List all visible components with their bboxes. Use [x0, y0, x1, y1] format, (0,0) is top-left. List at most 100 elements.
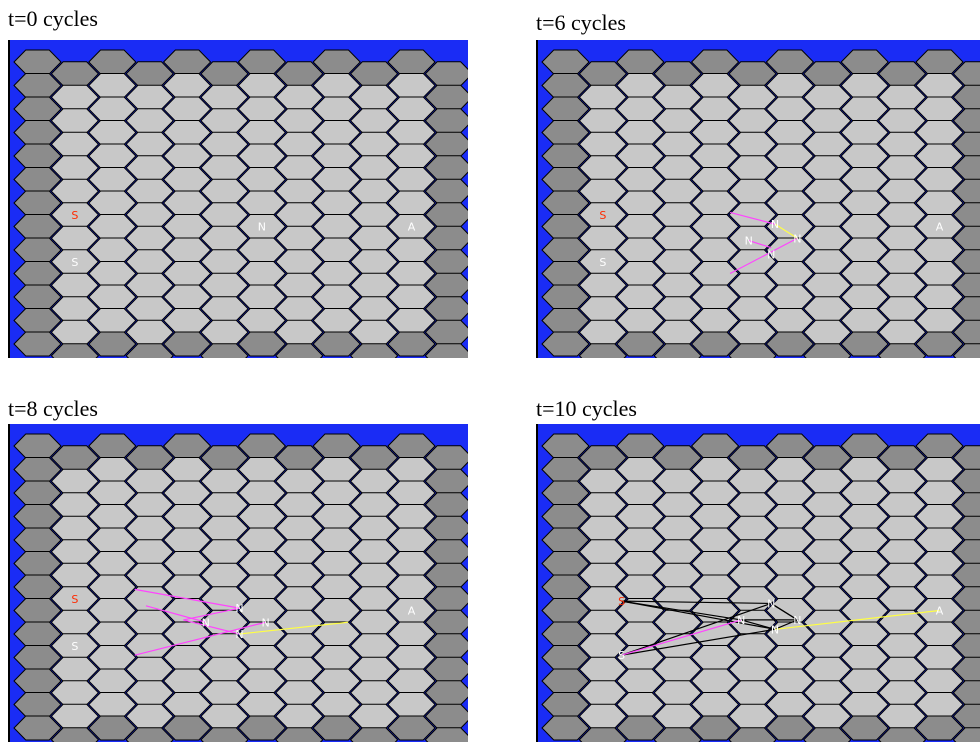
- route-line-magenta: [134, 588, 240, 635]
- node-label-n: N: [793, 614, 801, 627]
- node-label-n: N: [771, 218, 779, 231]
- node-label-s: S: [618, 595, 625, 608]
- hex-cell-border: [162, 715, 212, 741]
- node-label-n: N: [767, 249, 775, 262]
- node-label-s: S: [599, 256, 606, 269]
- hex-cell-border: [312, 331, 361, 357]
- hex-cell-border: [653, 727, 702, 742]
- node-label-n: N: [793, 232, 801, 245]
- route-line-magenta: [748, 240, 772, 249]
- hex-cells: [13, 49, 468, 358]
- route-line-yellow: [239, 621, 348, 635]
- hex-cell-border: [541, 715, 590, 741]
- hex-cell-border: [765, 715, 815, 741]
- hex-cell-border: [125, 343, 174, 358]
- hex-cell-border: [578, 343, 628, 358]
- hex-cell-border: [125, 727, 174, 742]
- frame-edge: [536, 424, 538, 742]
- node-label-s: S: [599, 209, 606, 222]
- node-label-n: N: [745, 235, 753, 248]
- route-line-magenta: [729, 211, 776, 225]
- hex-cell-border: [88, 331, 137, 357]
- hex-cell-border: [13, 715, 62, 741]
- route-line-magenta: [145, 605, 206, 623]
- hex-cells: [13, 433, 468, 742]
- hex-grid-t0: S S N A: [8, 40, 468, 358]
- hex-cell-border: [88, 715, 137, 741]
- hex-cells: [541, 433, 980, 742]
- hex-cell-border: [616, 715, 665, 741]
- hex-cell-border: [877, 727, 927, 742]
- hex-cell-border: [653, 343, 702, 358]
- hex-cell-border: [728, 727, 777, 742]
- hex-cell-border: [312, 715, 361, 741]
- hex-cell-border: [237, 331, 287, 357]
- route-line-magenta: [134, 621, 266, 656]
- node-label-n: N: [771, 623, 779, 636]
- hex-cell-border: [952, 343, 980, 358]
- node-label-s: S: [71, 593, 78, 606]
- node-label-n: N: [202, 616, 210, 629]
- node-label-n: N: [262, 616, 270, 629]
- hex-cell-border: [840, 331, 889, 357]
- hex-cell-border: [690, 331, 740, 357]
- hex-cell-border: [765, 331, 815, 357]
- route-line-black: [621, 600, 776, 630]
- hex-cell-border: [387, 331, 436, 357]
- hex-cell-border: [387, 715, 436, 741]
- panel-title-t10: t=10 cycles: [536, 396, 637, 421]
- hex-cell-border: [915, 331, 964, 357]
- hex-cell-border: [349, 727, 399, 742]
- node-label-s: S: [71, 640, 78, 653]
- route-line-magenta: [729, 237, 798, 275]
- hex-cell-border: [728, 343, 777, 358]
- hex-cell-border: [237, 715, 287, 741]
- hex-cell-border: [424, 343, 468, 358]
- hex-cell-border: [616, 331, 665, 357]
- route-line-yellow: [774, 223, 798, 239]
- node-label-a: A: [936, 221, 944, 234]
- node-label-a: A: [408, 605, 416, 618]
- hex-cell-border: [578, 727, 628, 742]
- hex-cell-border: [877, 343, 927, 358]
- hex-cell-border: [915, 715, 964, 741]
- route-line-black: [621, 600, 799, 630]
- route-line-black: [621, 628, 776, 656]
- hex-cell-border: [690, 715, 740, 741]
- hex-cell-border: [200, 343, 249, 358]
- hex-cell-border: [952, 727, 980, 742]
- hex-cell-border: [424, 727, 468, 742]
- hex-cell-border: [13, 331, 62, 357]
- route-line-yellow: [774, 609, 940, 630]
- route-line-magenta: [621, 619, 742, 656]
- hex-cell-border: [275, 727, 324, 742]
- hex-cell-border: [50, 343, 100, 358]
- frame-edge: [536, 40, 538, 358]
- hex-cell-border: [162, 331, 212, 357]
- hex-cell-border: [275, 343, 324, 358]
- node-label-n: N: [737, 614, 745, 627]
- node-label-s: S: [71, 209, 78, 222]
- hex-cell-border: [803, 343, 852, 358]
- hex-cell-border: [50, 727, 100, 742]
- hex-cell-border: [541, 331, 590, 357]
- panel-title-t0: t=0 cycles: [8, 6, 98, 31]
- node-label-n: N: [235, 602, 243, 615]
- hex-cell-border: [349, 343, 399, 358]
- hex-grid-t6: S S N N N N A: [536, 40, 980, 358]
- node-label-a: A: [936, 605, 944, 618]
- panel-title-t8: t=8 cycles: [8, 396, 98, 421]
- node-label-n: N: [235, 628, 243, 641]
- frame-edge: [8, 424, 10, 742]
- panel-title-t6: t=6 cycles: [536, 10, 626, 35]
- route-line-black: [621, 602, 798, 656]
- node-label-s: S: [618, 649, 625, 662]
- node-label-a: A: [408, 221, 416, 234]
- hex-cell-border: [803, 727, 852, 742]
- hex-cell-border: [200, 727, 249, 742]
- hex-cells: [541, 49, 980, 358]
- node-label-n: N: [258, 221, 266, 234]
- node-label-n: N: [767, 597, 775, 610]
